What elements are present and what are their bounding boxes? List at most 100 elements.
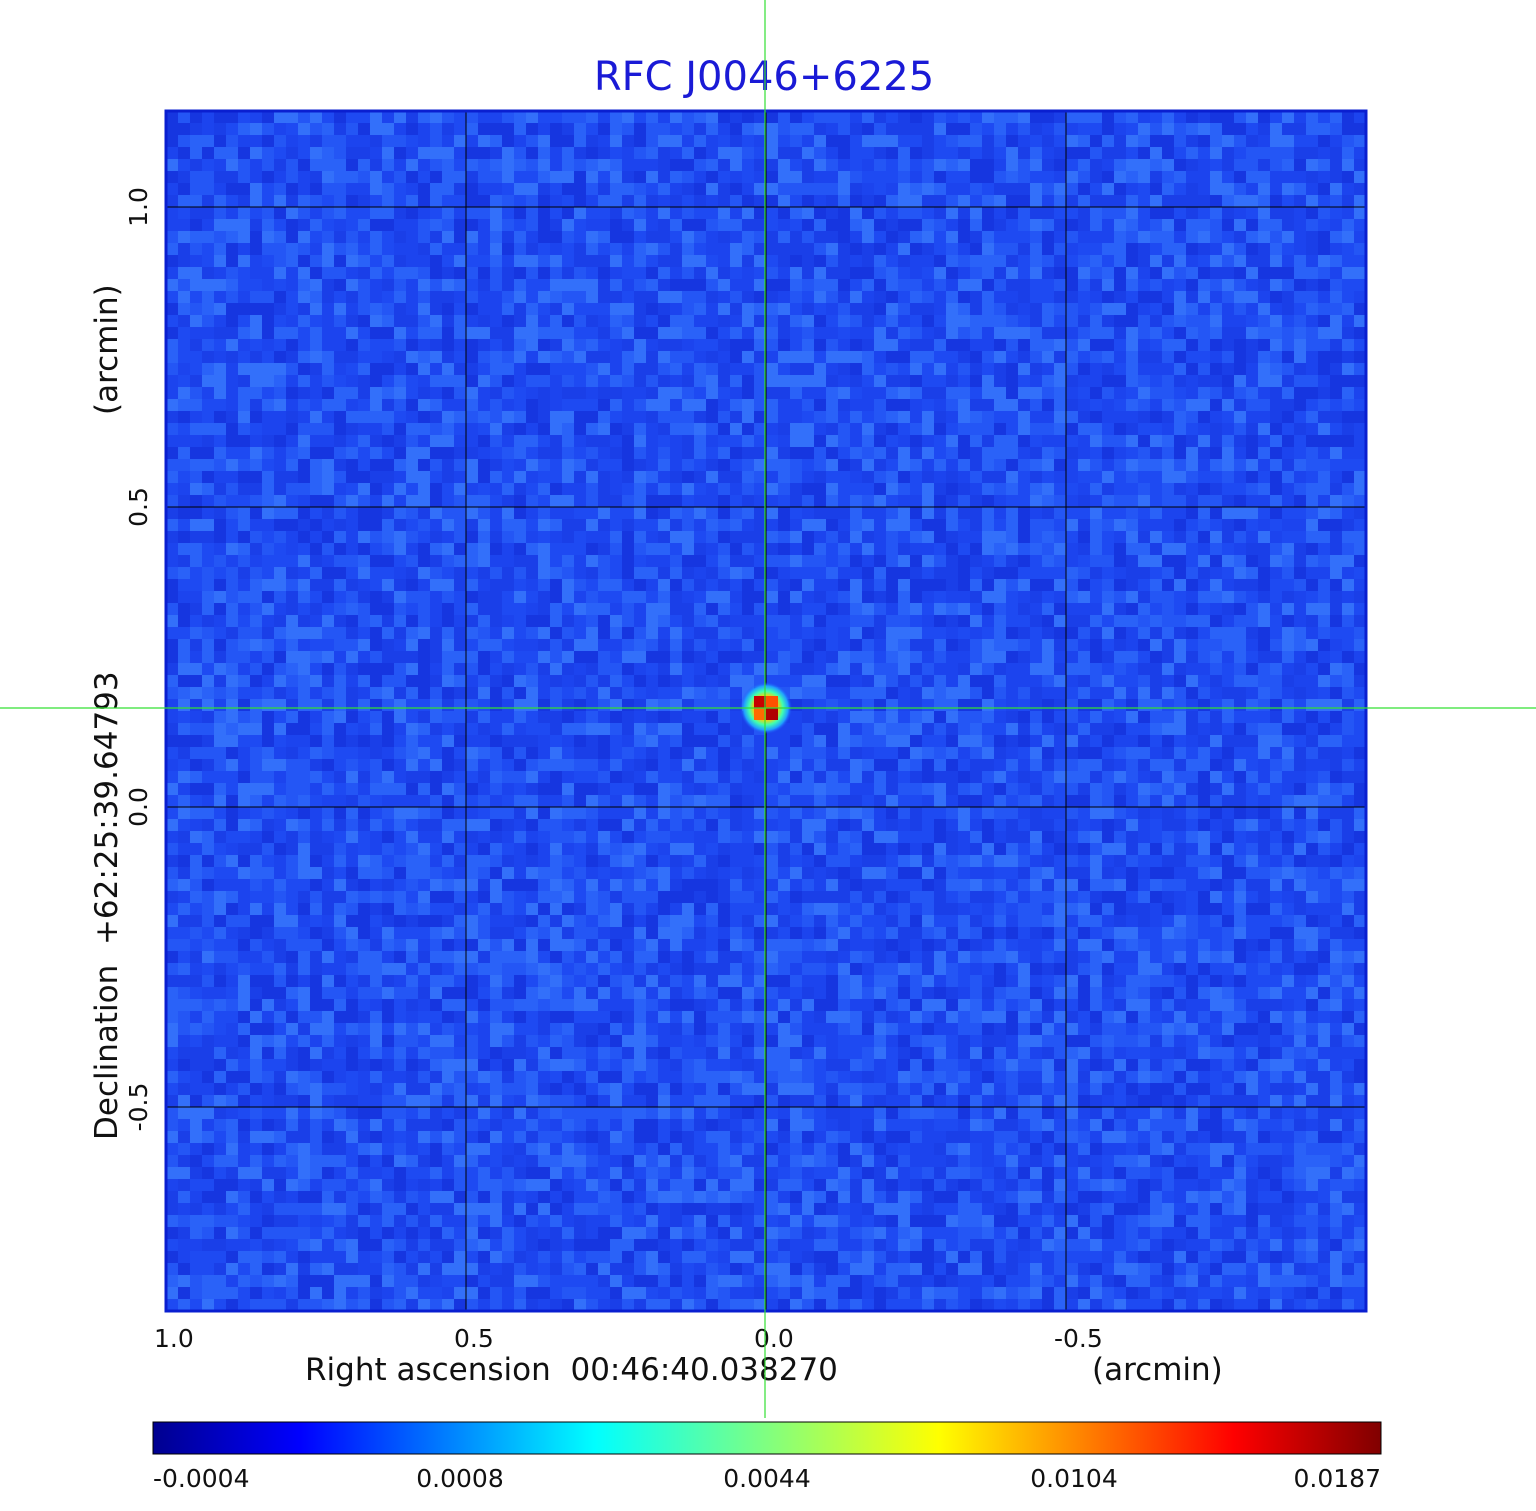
noise-cell: [682, 495, 694, 507]
noise-cell: [946, 255, 958, 267]
noise-cell: [274, 231, 286, 243]
noise-cell: [466, 663, 478, 675]
noise-cell: [1150, 603, 1162, 615]
noise-cell: [1018, 267, 1030, 279]
noise-cell: [466, 519, 478, 531]
noise-cell: [1114, 675, 1126, 687]
noise-cell: [310, 135, 322, 147]
noise-cell: [706, 231, 718, 243]
noise-texture: [166, 111, 1366, 1311]
noise-cell: [982, 603, 994, 615]
noise-cell: [1150, 327, 1162, 339]
noise-cell: [226, 111, 238, 123]
noise-cell: [862, 315, 874, 327]
noise-cell: [1174, 351, 1186, 363]
noise-cell: [202, 339, 214, 351]
noise-cell: [562, 699, 574, 711]
noise-cell: [1210, 627, 1222, 639]
noise-cell: [1090, 339, 1102, 351]
noise-cell: [910, 531, 922, 543]
noise-cell: [1162, 675, 1174, 687]
noise-cell: [178, 471, 190, 483]
noise-cell: [1354, 483, 1366, 495]
noise-cell: [1114, 639, 1126, 651]
noise-cell: [298, 135, 310, 147]
noise-cell: [874, 687, 886, 699]
noise-cell: [958, 699, 970, 711]
noise-cell: [358, 651, 370, 663]
noise-cell: [766, 411, 778, 423]
noise-cell: [622, 123, 634, 135]
noise-cell: [538, 171, 550, 183]
noise-cell: [766, 627, 778, 639]
noise-cell: [658, 303, 670, 315]
noise-cell: [442, 243, 454, 255]
noise-cell: [802, 531, 814, 543]
noise-cell: [970, 327, 982, 339]
noise-cell: [1318, 543, 1330, 555]
noise-cell: [334, 171, 346, 183]
noise-cell: [766, 651, 778, 663]
noise-cell: [898, 231, 910, 243]
noise-cell: [1162, 627, 1174, 639]
noise-cell: [1282, 495, 1294, 507]
noise-cell: [1090, 303, 1102, 315]
noise-cell: [562, 615, 574, 627]
noise-cell: [790, 207, 802, 219]
noise-cell: [1162, 615, 1174, 627]
noise-cell: [358, 183, 370, 195]
noise-cell: [874, 591, 886, 603]
noise-cell: [238, 567, 250, 579]
noise-cell: [1258, 543, 1270, 555]
noise-cell: [478, 135, 490, 147]
noise-cell: [922, 531, 934, 543]
noise-cell: [1318, 507, 1330, 519]
noise-cell: [574, 699, 586, 711]
noise-cell: [466, 399, 478, 411]
noise-cell: [778, 267, 790, 279]
noise-cell: [310, 267, 322, 279]
noise-cell: [502, 675, 514, 687]
noise-cell: [190, 531, 202, 543]
noise-cell: [346, 471, 358, 483]
noise-cell: [694, 579, 706, 591]
noise-cell: [1306, 351, 1318, 363]
noise-cell: [982, 387, 994, 399]
noise-cell: [1006, 483, 1018, 495]
noise-cell: [202, 315, 214, 327]
noise-cell: [766, 519, 778, 531]
noise-cell: [322, 519, 334, 531]
noise-cell: [1078, 315, 1090, 327]
noise-cell: [1150, 123, 1162, 135]
noise-cell: [1330, 651, 1342, 663]
noise-cell: [898, 303, 910, 315]
noise-cell: [1354, 615, 1366, 627]
noise-cell: [1270, 159, 1282, 171]
noise-cell: [214, 183, 226, 195]
noise-cell: [202, 219, 214, 231]
noise-cell: [346, 399, 358, 411]
noise-cell: [334, 387, 346, 399]
noise-cell: [850, 639, 862, 651]
noise-cell: [1186, 207, 1198, 219]
noise-cell: [1042, 639, 1054, 651]
noise-cell: [1126, 231, 1138, 243]
noise-cell: [658, 183, 670, 195]
noise-cell: [334, 195, 346, 207]
noise-cell: [922, 123, 934, 135]
noise-cell: [334, 639, 346, 651]
noise-cell: [1258, 507, 1270, 519]
noise-cell: [190, 123, 202, 135]
noise-cell: [658, 627, 670, 639]
noise-cell: [994, 351, 1006, 363]
noise-cell: [730, 507, 742, 519]
noise-cell: [934, 687, 946, 699]
noise-cell: [430, 147, 442, 159]
noise-cell: [1006, 279, 1018, 291]
noise-cell: [346, 315, 358, 327]
noise-cell: [490, 435, 502, 447]
noise-cell: [658, 375, 670, 387]
noise-cell: [358, 435, 370, 447]
noise-cell: [802, 183, 814, 195]
noise-cell: [622, 207, 634, 219]
